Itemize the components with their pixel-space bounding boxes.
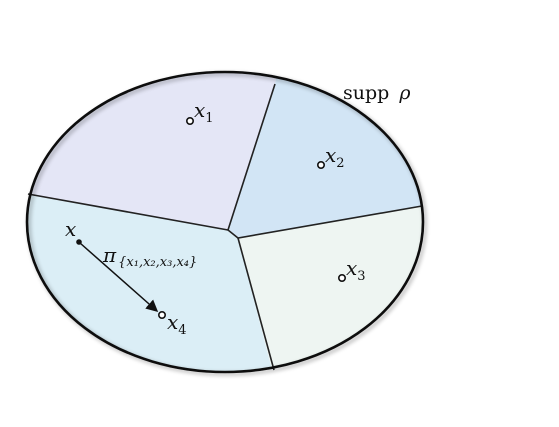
point-x1: x1 (186, 98, 214, 126)
voronoi-cell-1 (27, 72, 290, 230)
projection-symbol: π (102, 243, 117, 267)
point-x4: x4 (158, 310, 187, 338)
support-label-symbol: ρ (398, 82, 411, 104)
point-x3-label: x3 (346, 256, 366, 284)
point-x1-label: x1 (194, 98, 214, 126)
support-label: supp ρ (343, 82, 411, 104)
projection-label: π {x₁,x₂,x₃,x₄} (102, 243, 197, 270)
cell-boundaries (27, 83, 423, 371)
point-x4-label: x4 (167, 310, 187, 338)
projection-subscript: {x₁,x₂,x₃,x₄} (118, 255, 197, 270)
point-x2-marker (316, 161, 325, 170)
point-x3-marker (337, 273, 346, 282)
point-x1-marker (186, 117, 195, 126)
voronoi-cell-3 (238, 200, 423, 372)
point-x2: x2 (316, 143, 345, 171)
point-x3: x3 (337, 256, 366, 284)
point-x2-label: x2 (325, 143, 345, 171)
support-label-text: supp (343, 82, 389, 104)
voronoi-cell-2 (228, 72, 423, 238)
support-boundary (25, 70, 425, 374)
point-x4-marker (158, 310, 167, 319)
projection-arrow (79, 242, 159, 312)
source-point-label: x (65, 217, 76, 241)
